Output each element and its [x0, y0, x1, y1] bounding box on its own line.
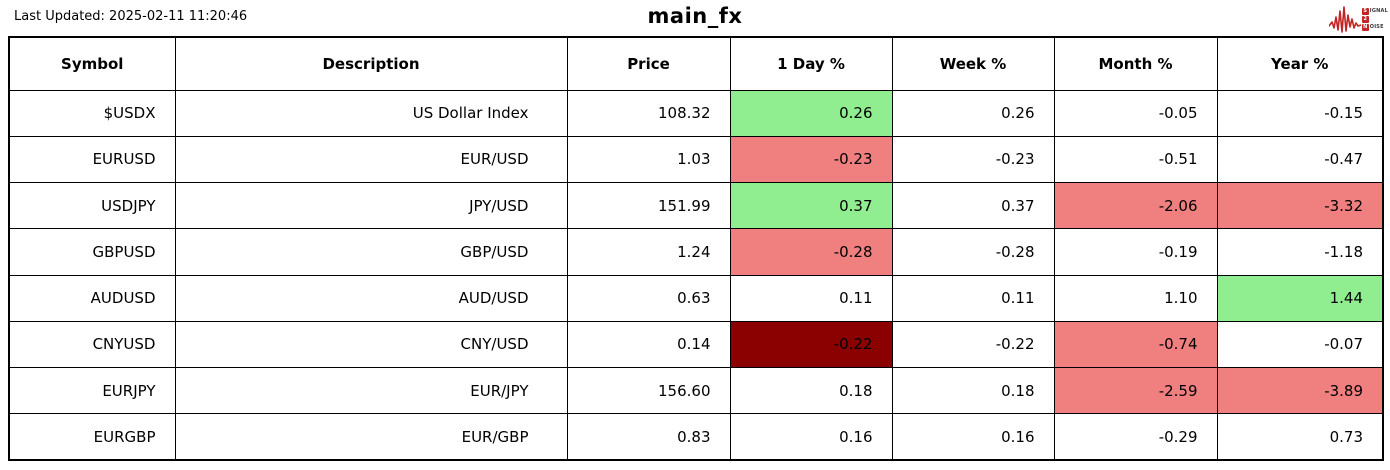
cell-symbol: EURGBP: [8, 413, 176, 461]
cell-symbol: CNYUSD: [8, 320, 176, 369]
table-row: $USDX US Dollar Index 108.32 0.26 0.26 -…: [8, 89, 1384, 137]
cell-day-pct: 0.16: [729, 413, 893, 461]
cell-week-pct: -0.23: [891, 135, 1055, 184]
logo-text: S IGNAL 2 N OISE: [1361, 7, 1388, 31]
table-row: AUDUSD AUD/USD 0.63 0.11 0.11 1.10 1.44: [8, 274, 1384, 322]
column-header-price: Price: [566, 36, 731, 91]
cell-week-pct: 0.16: [891, 413, 1055, 461]
cell-month-pct: -0.51: [1053, 135, 1218, 184]
cell-day-pct: 0.26: [729, 89, 893, 137]
logo-line-signal-rest: IGNAL: [1369, 7, 1388, 14]
logo-line-signal: S IGNAL: [1361, 7, 1388, 15]
cell-symbol: GBPUSD: [8, 228, 176, 276]
table-row: USDJPY JPY/USD 151.99 0.37 0.37 -2.06 -3…: [8, 181, 1384, 230]
cell-price: 156.60: [566, 366, 731, 415]
cell-week-pct: 0.26: [891, 89, 1055, 137]
table-row: GBPUSD GBP/USD 1.24 -0.28 -0.28 -0.19 -1…: [8, 228, 1384, 276]
cell-year-pct: -3.89: [1216, 366, 1384, 415]
cell-price: 0.14: [566, 320, 731, 369]
cell-year-pct: 1.44: [1216, 274, 1384, 322]
cell-price: 151.99: [566, 181, 731, 230]
cell-description: GBP/USD: [174, 228, 568, 276]
cell-description: EUR/GBP: [174, 413, 568, 461]
logo-chip-2: 2: [1361, 15, 1369, 23]
column-header-week-pct: Week %: [891, 36, 1055, 91]
table-row: EURGBP EUR/GBP 0.83 0.16 0.16 -0.29 0.73: [8, 413, 1384, 461]
cell-month-pct: -0.19: [1053, 228, 1218, 276]
fx-table: Symbol Description Price 1 Day % Week % …: [8, 36, 1384, 461]
cell-week-pct: 0.11: [891, 274, 1055, 322]
column-header-month-pct: Month %: [1053, 36, 1218, 91]
cell-price: 0.83: [566, 413, 731, 461]
cell-week-pct: -0.22: [891, 320, 1055, 369]
table-row: CNYUSD CNY/USD 0.14 -0.22 -0.22 -0.74 -0…: [8, 320, 1384, 369]
logo-chip-s: S: [1361, 7, 1369, 15]
cell-symbol: $USDX: [8, 89, 176, 137]
cell-description: EUR/JPY: [174, 366, 568, 415]
cell-day-pct: -0.22: [729, 320, 893, 369]
cell-description: EUR/USD: [174, 135, 568, 184]
cell-week-pct: 0.18: [891, 366, 1055, 415]
cell-year-pct: -0.15: [1216, 89, 1384, 137]
cell-price: 108.32: [566, 89, 731, 137]
cell-day-pct: 0.18: [729, 366, 893, 415]
logo-line-noise: N OISE: [1361, 23, 1388, 31]
cell-symbol: AUDUSD: [8, 274, 176, 322]
cell-description: CNY/USD: [174, 320, 568, 369]
column-header-description: Description: [174, 36, 568, 91]
cell-month-pct: -0.05: [1053, 89, 1218, 137]
last-updated-label: Last Updated: 2025-02-11 11:20:46: [14, 9, 248, 24]
cell-month-pct: -0.29: [1053, 413, 1218, 461]
cell-day-pct: 0.11: [729, 274, 893, 322]
cell-description: AUD/USD: [174, 274, 568, 322]
cell-month-pct: -2.06: [1053, 181, 1218, 230]
logo-chip-n: N: [1361, 23, 1369, 31]
cell-week-pct: -0.28: [891, 228, 1055, 276]
fx-table-body: $USDX US Dollar Index 108.32 0.26 0.26 -…: [8, 89, 1384, 461]
cell-year-pct: -0.47: [1216, 135, 1384, 184]
logo-line-2: 2: [1361, 15, 1388, 23]
signal2noise-logo: S IGNAL 2 N OISE: [1328, 3, 1388, 35]
cell-day-pct: -0.28: [729, 228, 893, 276]
logo-line-noise-rest: OISE: [1369, 23, 1384, 30]
cell-week-pct: 0.37: [891, 181, 1055, 230]
cell-description: US Dollar Index: [174, 89, 568, 137]
cell-year-pct: 0.73: [1216, 413, 1384, 461]
cell-symbol: EURUSD: [8, 135, 176, 184]
cell-year-pct: -1.18: [1216, 228, 1384, 276]
cell-month-pct: 1.10: [1053, 274, 1218, 322]
cell-description: JPY/USD: [174, 181, 568, 230]
column-header-day-pct: 1 Day %: [729, 36, 893, 91]
column-header-symbol: Symbol: [8, 36, 176, 91]
cell-month-pct: -0.74: [1053, 320, 1218, 369]
cell-month-pct: -2.59: [1053, 366, 1218, 415]
cell-year-pct: -3.32: [1216, 181, 1384, 230]
table-row: EURJPY EUR/JPY 156.60 0.18 0.18 -2.59 -3…: [8, 366, 1384, 415]
cell-price: 1.24: [566, 228, 731, 276]
fx-table-header: Symbol Description Price 1 Day % Week % …: [8, 36, 1384, 91]
waveform-icon: [1328, 6, 1361, 33]
page-title: main_fx: [647, 4, 743, 28]
cell-day-pct: 0.37: [729, 181, 893, 230]
cell-symbol: USDJPY: [8, 181, 176, 230]
cell-symbol: EURJPY: [8, 366, 176, 415]
cell-year-pct: -0.07: [1216, 320, 1384, 369]
cell-day-pct: -0.23: [729, 135, 893, 184]
cell-price: 0.63: [566, 274, 731, 322]
table-row: EURUSD EUR/USD 1.03 -0.23 -0.23 -0.51 -0…: [8, 135, 1384, 184]
column-header-year-pct: Year %: [1216, 36, 1384, 91]
cell-price: 1.03: [566, 135, 731, 184]
